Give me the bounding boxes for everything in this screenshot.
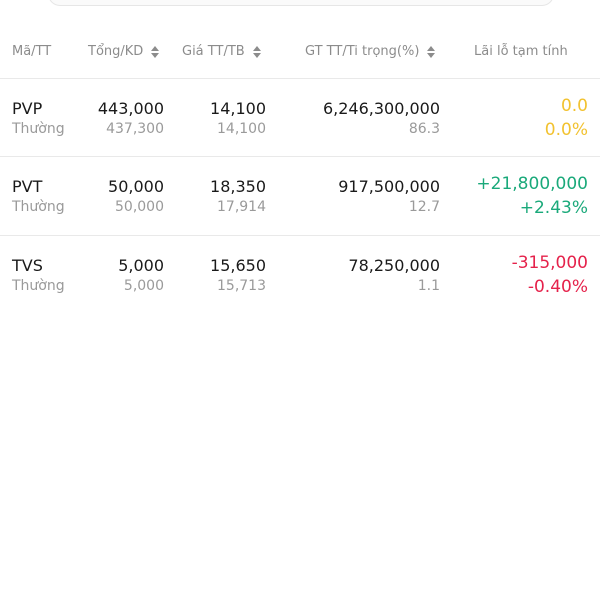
header-tong-kd[interactable]: Tổng/KD xyxy=(88,44,160,59)
header-divider xyxy=(0,78,600,79)
row-gia-tb: 14,100 xyxy=(217,121,266,137)
row-kd: 437,300 xyxy=(106,121,164,137)
header-tong-kd-label: Tổng/KD xyxy=(88,44,144,59)
row-symbol: PVT xyxy=(12,177,43,196)
sort-up-down-icon[interactable] xyxy=(151,45,160,58)
header-ma-tt: Mã/TT xyxy=(12,44,51,59)
row-gia-tb: 15,713 xyxy=(217,278,266,294)
row-divider xyxy=(0,156,600,157)
header-gia-tt-tb[interactable]: Giá TT/TB xyxy=(182,44,261,59)
table-row[interactable]: TVS Thường 5,000 5,000 15,650 15,713 78,… xyxy=(0,236,600,314)
search-bar[interactable] xyxy=(48,0,554,6)
header-lai-lo-label: Lãi lỗ tạm tính xyxy=(474,44,568,59)
row-gia-tb: 17,914 xyxy=(217,199,266,215)
table-row[interactable]: PVT Thường 50,000 50,000 18,350 17,914 9… xyxy=(0,157,600,235)
row-tong: 443,000 xyxy=(97,99,164,118)
row-gia-tt: 15,650 xyxy=(210,256,266,275)
row-lai-lo-pct: +2.43% xyxy=(519,198,588,218)
row-symbol: PVP xyxy=(12,99,43,118)
header-gt-tt-ti-trong-label: GT TT/Ti trọng(%) xyxy=(305,44,420,59)
row-gt-tt: 78,250,000 xyxy=(348,256,440,275)
row-gt-tt: 917,500,000 xyxy=(338,177,440,196)
table-row[interactable]: PVP Thường 443,000 437,300 14,100 14,100… xyxy=(0,79,600,157)
row-gt-tt: 6,246,300,000 xyxy=(322,99,440,118)
row-ti-trong: 1.1 xyxy=(417,278,440,294)
row-type: Thường xyxy=(12,278,65,294)
row-lai-lo: -315,000 xyxy=(511,253,588,273)
row-type: Thường xyxy=(12,199,65,215)
row-kd: 50,000 xyxy=(115,199,164,215)
row-lai-lo: 0.0 xyxy=(560,96,588,116)
row-lai-lo-pct: -0.40% xyxy=(527,277,588,297)
header-gt-tt-ti-trong[interactable]: GT TT/Ti trọng(%) xyxy=(305,44,436,59)
row-kd: 5,000 xyxy=(123,278,164,294)
sort-up-down-icon[interactable] xyxy=(427,45,436,58)
sort-up-down-icon[interactable] xyxy=(252,45,261,58)
row-tong: 50,000 xyxy=(108,177,164,196)
row-tong: 5,000 xyxy=(118,256,164,275)
header-gia-tt-tb-label: Giá TT/TB xyxy=(182,44,245,59)
row-divider xyxy=(0,235,600,236)
row-ti-trong: 86.3 xyxy=(408,121,440,137)
row-gia-tt: 18,350 xyxy=(210,177,266,196)
row-lai-lo: +21,800,000 xyxy=(476,174,588,194)
header-ma-tt-label: Mã/TT xyxy=(12,44,52,59)
row-symbol: TVS xyxy=(12,256,43,275)
row-gia-tt: 14,100 xyxy=(210,99,266,118)
header-lai-lo: Lãi lỗ tạm tính xyxy=(474,44,568,59)
row-ti-trong: 12.7 xyxy=(408,199,440,215)
row-type: Thường xyxy=(12,121,65,137)
row-lai-lo-pct: 0.0% xyxy=(544,120,588,140)
